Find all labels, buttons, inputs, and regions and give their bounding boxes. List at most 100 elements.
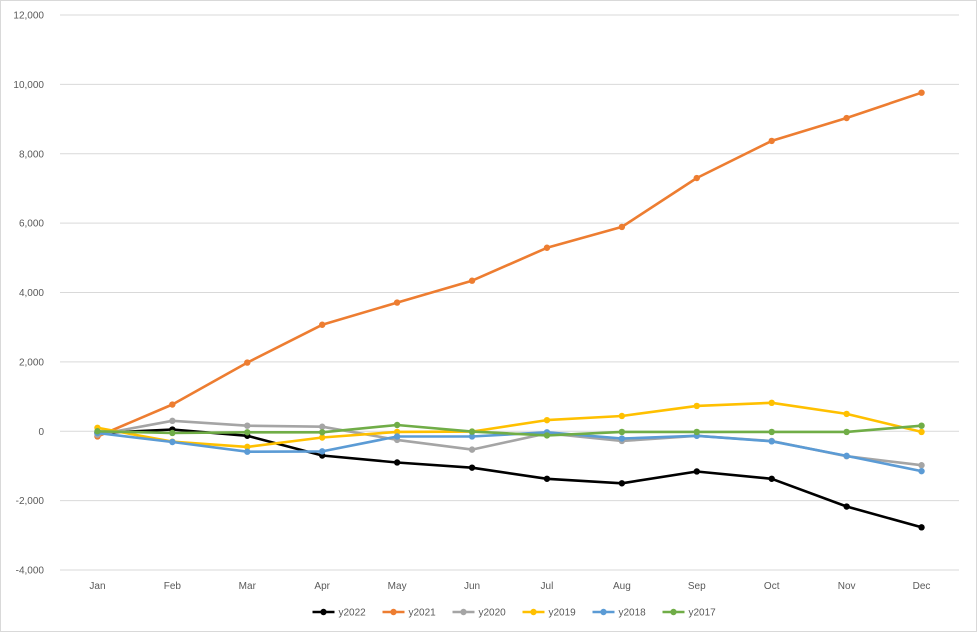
data-point [319,448,326,455]
legend-label: y2017 [689,608,717,619]
legend-item-y2017: y2017 [662,608,717,619]
data-point [543,432,551,439]
data-point [693,174,700,182]
legend-marker [460,608,467,616]
data-point [319,429,326,436]
y-tick-label: 8,000 [19,149,44,160]
legend-item-y2021: y2021 [382,608,437,619]
data-point [768,438,775,445]
data-point [94,428,101,435]
data-point [468,277,476,284]
data-point [843,410,850,418]
legend-label: y2019 [549,608,577,619]
legend-label: y2020 [479,608,507,619]
data-point [393,459,401,466]
data-point [393,299,401,306]
data-point [468,446,476,453]
legend-item-y2018: y2018 [592,608,647,619]
x-tick-label: Apr [314,581,330,592]
legend-marker [530,608,537,616]
data-point [169,417,176,425]
data-point [768,399,775,407]
data-point [768,475,775,482]
data-point [843,503,850,510]
x-tick-label: Mar [239,581,257,592]
data-point [618,412,626,420]
data-point [618,223,626,231]
data-point [693,428,700,436]
data-point [169,401,176,408]
series-y2017 [94,421,925,439]
series-line-y2019 [96,401,923,449]
y-tick-label: 4,000 [19,288,44,299]
y-tick-label: 2,000 [19,357,44,368]
y-tick-label: 0 [38,427,44,438]
x-tick-label: Sep [688,581,706,592]
data-point [319,423,326,430]
series-y2018 [94,429,925,475]
data-point [244,359,251,366]
legend-label: y2022 [339,608,367,619]
axis-labels: -4,000 -2,000 0 2,000 4,000 6,000 8,000 10,000 1… [13,11,930,593]
legend-label: y2021 [409,608,437,619]
data-point [169,429,176,437]
data-point [393,433,401,440]
x-tick-label: Oct [764,581,780,592]
gridlines [60,14,959,571]
legend-marker [600,608,607,616]
data-point [618,480,626,487]
data-point [543,416,551,424]
data-point [393,421,401,429]
data-point [244,443,251,451]
data-point [918,89,925,96]
data-point [618,428,626,436]
data-point [169,438,176,446]
data-point [843,114,850,122]
series-lines [94,89,925,531]
x-tick-label: Jan [89,581,105,592]
data-point [843,452,850,460]
legend-marker [320,608,327,616]
legend-marker [670,608,677,616]
x-tick-label: Nov [838,581,856,592]
legend-marker [390,608,397,616]
data-point [693,402,700,410]
data-point [244,422,251,429]
x-tick-label: May [388,581,407,592]
data-point [768,137,775,145]
y-tick-label: -4,000 [16,566,45,577]
data-point [468,428,476,435]
data-point [393,428,401,436]
data-point [918,422,925,429]
series-y2021 [94,89,925,440]
data-point [319,434,326,441]
data-point [918,467,925,475]
data-point [618,435,626,442]
data-point [768,428,775,436]
x-tick-label: Jul [541,581,554,592]
data-point [918,462,925,469]
legend-item-y2022: y2022 [312,608,367,619]
data-point [918,524,925,531]
data-point [468,433,476,440]
data-point [543,475,551,482]
data-point [693,468,700,475]
data-point [244,448,251,455]
y-tick-label: -2,000 [16,496,45,507]
y-tick-label: 12,000 [13,11,44,22]
x-tick-label: Aug [613,581,631,592]
data-point [244,429,251,436]
series-line-y2022 [96,428,923,529]
legend-item-y2020: y2020 [452,608,507,619]
series-line-y2018 [96,430,923,473]
x-tick-label: Jun [464,581,480,592]
y-tick-label: 10,000 [13,80,44,91]
data-point [918,428,925,436]
y-tick-label: 6,000 [19,219,44,230]
x-tick-label: Dec [913,581,931,592]
data-point [319,321,326,328]
data-point [543,244,551,251]
legend-label: y2018 [619,608,647,619]
